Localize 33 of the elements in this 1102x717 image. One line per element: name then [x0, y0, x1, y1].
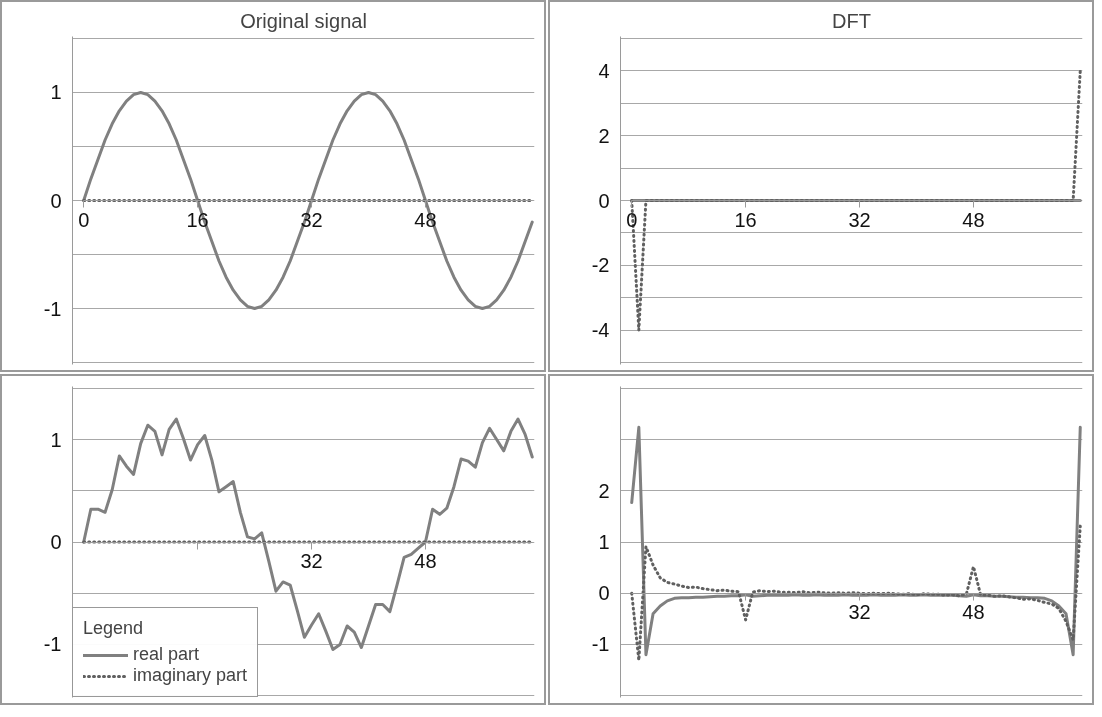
y-tick-label: 4 — [598, 59, 610, 82]
y-tick-label: -1 — [43, 633, 62, 656]
line-series — [630, 524, 1082, 662]
x-tick-label: 48 — [962, 208, 985, 231]
y-tick-label: 0 — [598, 582, 610, 605]
x-tick-label: 32 — [848, 208, 871, 231]
x-tick-label: 16 — [186, 208, 209, 231]
x-tick-label: 0 — [626, 208, 638, 231]
y-tick-label: 1 — [50, 428, 62, 451]
x-tick-label: 48 — [414, 208, 437, 231]
legend-label: real part — [133, 644, 200, 665]
legend-label: imaginary part — [133, 665, 248, 686]
x-tick-label: 32 — [300, 550, 323, 572]
y-tick-label: 2 — [598, 479, 610, 502]
x-tick-label: 32 — [848, 601, 871, 624]
y-tick-label: 2 — [598, 124, 610, 147]
x-tick-label: 16 — [734, 208, 757, 231]
chart-title: Original signal — [240, 9, 367, 32]
chart-title: DFT — [832, 9, 871, 32]
x-tick-label: 48 — [962, 601, 985, 624]
y-tick-label: 1 — [598, 531, 610, 553]
y-tick-label: -1 — [43, 297, 62, 320]
y-tick-label: 1 — [50, 81, 62, 104]
x-tick-label: 32 — [300, 208, 323, 231]
y-tick-label: 0 — [50, 189, 62, 212]
y-tick-label: -4 — [591, 319, 610, 342]
y-tick-label: 0 — [50, 531, 62, 553]
x-tick-label: 48 — [414, 550, 437, 572]
y-tick-label: -2 — [591, 254, 610, 277]
x-tick-label: 0 — [78, 208, 90, 231]
y-tick-label: 0 — [598, 189, 610, 212]
legend-title: Legend — [83, 618, 145, 639]
y-tick-label: -1 — [591, 633, 610, 656]
